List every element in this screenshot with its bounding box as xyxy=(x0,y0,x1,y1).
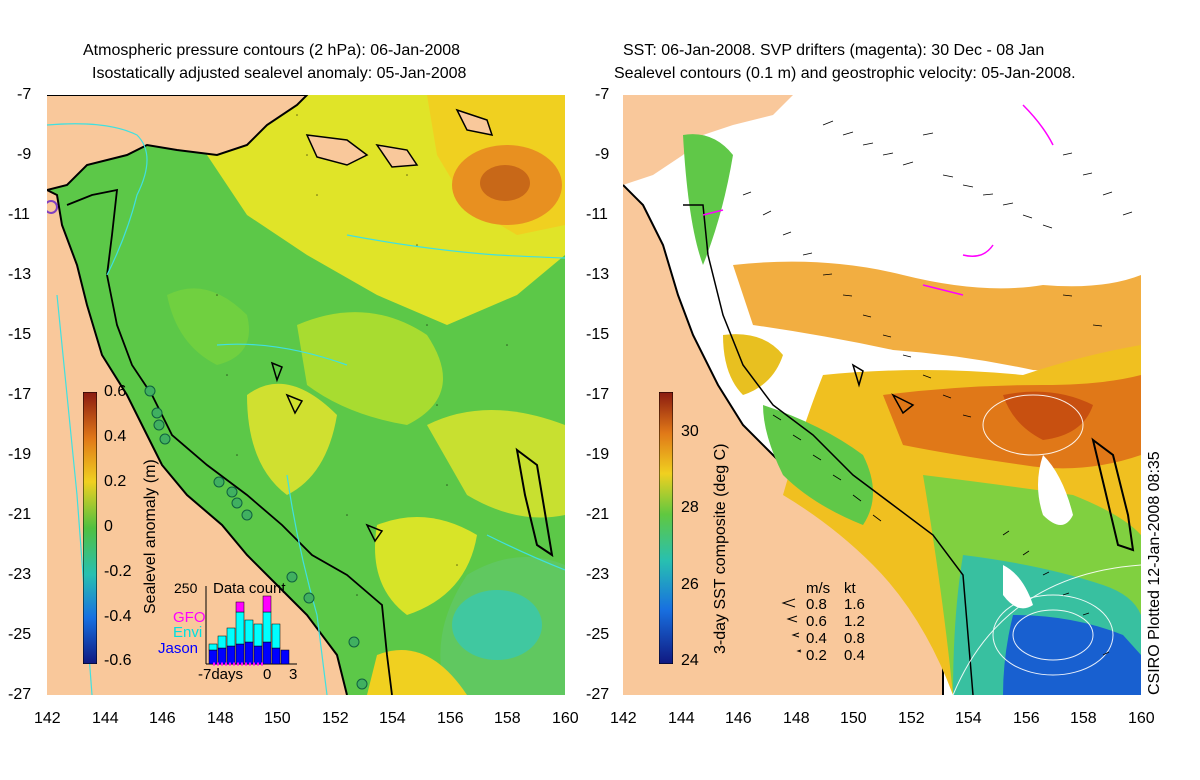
left-colorbar xyxy=(83,392,97,664)
velocity-key-ms-4: 0.2 xyxy=(806,647,827,664)
inset-legend-envi: Envi xyxy=(173,624,203,641)
lat-tick-left-7: -19 xyxy=(8,446,32,463)
right-cb-tick-3: 26 xyxy=(681,576,699,593)
lat-tick-left-10: -25 xyxy=(8,626,32,643)
velocity-key-kt-2: 1.2 xyxy=(844,613,865,630)
lon-tick-left-4: 148 xyxy=(207,710,234,727)
lat-tick-right-6: -17 xyxy=(586,386,610,403)
velocity-key-header-ms: m/s xyxy=(806,580,831,597)
right-title-line2: Sealevel contours (0.1 m) and geostrophi… xyxy=(614,65,1076,82)
lon-tick-left-8: 156 xyxy=(437,710,464,727)
lat-tick-left-11: -27 xyxy=(8,686,32,703)
left-sealevel-map xyxy=(47,95,565,695)
left-title-line2: Isostatically adjusted sealevel anomaly:… xyxy=(92,65,467,82)
lon-tick-left-3: 146 xyxy=(149,710,176,727)
lon-tick-right-7: 154 xyxy=(955,710,982,727)
left-cb-tick-7: -0.6 xyxy=(104,652,132,669)
lat-tick-left-1: -7 xyxy=(17,86,32,103)
lon-tick-right-3: 146 xyxy=(725,710,752,727)
lat-tick-right-4: -13 xyxy=(586,266,610,283)
left-title-line1: Atmospheric pressure contours (2 hPa): 0… xyxy=(83,42,461,59)
inset-legend-gfo: GFO xyxy=(173,609,206,626)
lat-tick-right-2: -9 xyxy=(595,146,610,163)
lat-tick-left-3: -11 xyxy=(8,206,30,223)
lon-tick-right-1: 142 xyxy=(610,710,637,727)
right-cb-tick-1: 30 xyxy=(681,423,699,440)
inset-x-label-end: 3 xyxy=(289,666,298,683)
lon-tick-left-6: 152 xyxy=(322,710,349,727)
lon-tick-left-1: 142 xyxy=(34,710,61,727)
left-colorbar-label: Sealevel anomaly (m) xyxy=(142,459,159,614)
lon-tick-right-6: 152 xyxy=(898,710,925,727)
velocity-key-kt-4: 0.4 xyxy=(844,647,865,664)
lat-tick-left-5: -15 xyxy=(8,326,32,343)
right-colorbar xyxy=(659,392,673,664)
lat-tick-right-7: -19 xyxy=(586,446,610,463)
lat-tick-right-9: -23 xyxy=(586,566,610,583)
inset-legend-jason: Jason xyxy=(158,640,199,657)
velocity-key-ms-1: 0.8 xyxy=(806,596,827,613)
lat-tick-left-8: -21 xyxy=(8,506,32,523)
lat-tick-right-8: -21 xyxy=(586,506,610,523)
lat-tick-left-9: -23 xyxy=(8,566,32,583)
velocity-key-kt-3: 0.8 xyxy=(844,630,865,647)
left-cb-tick-5: -0.2 xyxy=(104,563,132,580)
lon-tick-left-9: 158 xyxy=(494,710,521,727)
lon-tick-left-7: 154 xyxy=(379,710,406,727)
lat-tick-right-5: -15 xyxy=(586,326,610,343)
lat-tick-left-2: -9 xyxy=(17,146,32,163)
left-cb-tick-1: 0.6 xyxy=(104,383,127,400)
lat-tick-right-11: -27 xyxy=(586,686,610,703)
right-sst-map xyxy=(623,95,1141,695)
lon-tick-right-5: 150 xyxy=(840,710,867,727)
velocity-key-kt-1: 1.6 xyxy=(844,596,865,613)
lon-tick-right-8: 156 xyxy=(1013,710,1040,727)
lon-tick-right-9: 158 xyxy=(1070,710,1097,727)
lat-tick-left-4: -13 xyxy=(8,266,32,283)
velocity-key xyxy=(781,598,802,653)
lat-tick-right-10: -25 xyxy=(586,626,610,643)
velocity-key-ms-3: 0.4 xyxy=(806,630,827,647)
left-cb-tick-2: 0.4 xyxy=(104,428,127,445)
lat-tick-right-3: -11 xyxy=(586,206,608,223)
lon-tick-left-5: 150 xyxy=(264,710,291,727)
velocity-key-ms-2: 0.6 xyxy=(806,613,827,630)
lon-tick-right-10: 160 xyxy=(1128,710,1155,727)
velocity-key-header-kt: kt xyxy=(844,580,856,597)
right-colorbar-label: 3-day SST composite (deg C) xyxy=(712,443,729,654)
right-title-line1: SST: 06-Jan-2008. SVP drifters (magenta)… xyxy=(623,42,1045,59)
plot-credit: CSIRO Plotted 12-Jan-2008 08:35 xyxy=(1146,451,1163,695)
inset-ymax: 250 xyxy=(174,580,198,596)
lat-tick-left-6: -17 xyxy=(8,386,32,403)
data-count-inset xyxy=(205,586,297,666)
inset-title: Data count xyxy=(213,580,286,597)
inset-x-label-start: -7days xyxy=(198,666,244,683)
lat-tick-right-1: -7 xyxy=(595,86,610,103)
right-cb-tick-4: 24 xyxy=(681,652,699,669)
lon-tick-right-4: 148 xyxy=(783,710,810,727)
lon-tick-left-10: 160 xyxy=(552,710,579,727)
lon-tick-left-2: 144 xyxy=(92,710,119,727)
left-cb-tick-4: 0 xyxy=(104,518,113,535)
inset-x-label-zero: 0 xyxy=(263,666,272,683)
left-cb-tick-6: -0.4 xyxy=(104,608,132,625)
lon-tick-right-2: 144 xyxy=(668,710,695,727)
right-cb-tick-2: 28 xyxy=(681,499,699,516)
left-cb-tick-3: 0.2 xyxy=(104,473,127,490)
